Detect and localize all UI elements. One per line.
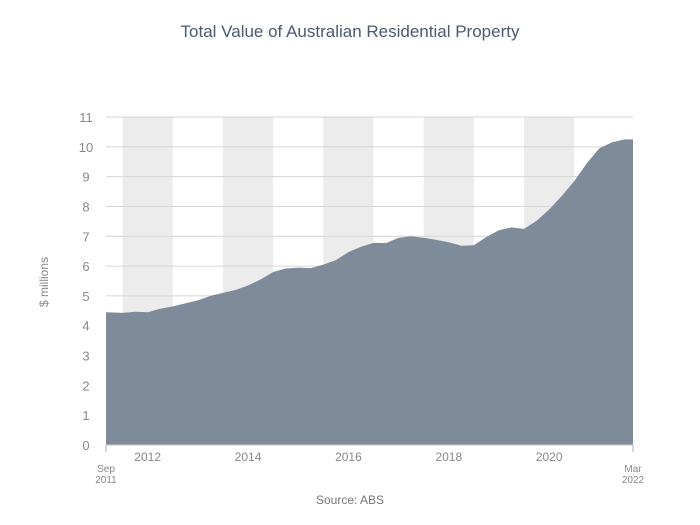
y-tick-label: 3: [82, 349, 89, 364]
y-tick-label: 2: [82, 378, 89, 393]
chart-title: Total Value of Australian Residential Pr…: [180, 22, 520, 41]
source-note: Source: ABS: [315, 493, 385, 507]
area-series: [106, 139, 633, 446]
y-tick-label: 6: [82, 259, 89, 274]
x-tick-label: Sep 2011: [95, 464, 117, 486]
y-tick-label: 10: [79, 140, 93, 155]
x-tick-label: 2014: [235, 450, 262, 464]
x-tick-label: 2016: [335, 450, 362, 464]
x-tick-label: 2018: [435, 450, 462, 464]
x-axis: Sep 2011 2012 2014 2016 2018 2020 Mar 2022: [95, 444, 645, 486]
y-tick-label: 4: [82, 319, 89, 334]
y-axis: 0 1 2 3 4 5 6 7 8 9 10 11: [79, 110, 93, 453]
x-tick-label: Mar 2022: [622, 464, 645, 486]
y-axis-label: $ millions: [37, 257, 51, 307]
y-tick-label: 8: [82, 199, 89, 214]
x-tick-label: 2012: [134, 450, 161, 464]
y-tick-label: 1: [82, 408, 89, 423]
area-series-0: [106, 139, 633, 446]
y-tick-label: 7: [82, 229, 89, 244]
y-tick-label: 11: [79, 110, 93, 125]
y-tick-label: 0: [82, 438, 89, 453]
y-tick-label: 5: [82, 289, 89, 304]
x-tick-label: 2020: [536, 450, 563, 464]
y-tick-label: 9: [82, 170, 89, 185]
